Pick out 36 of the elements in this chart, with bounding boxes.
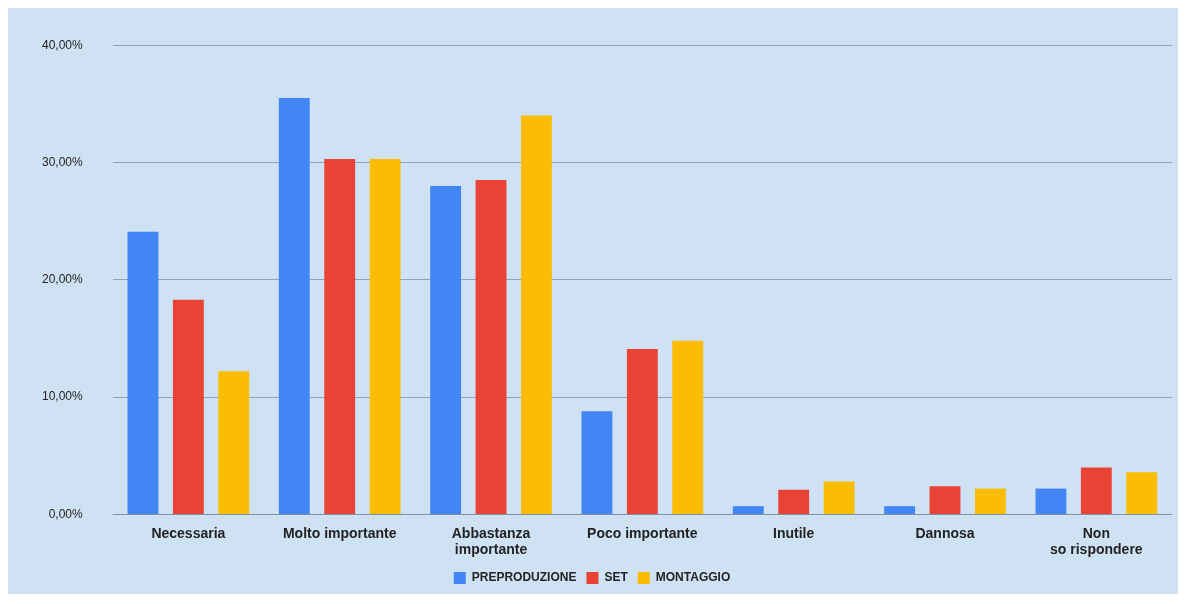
bar xyxy=(672,340,704,514)
x-tick-label: Non so rispondere xyxy=(1050,524,1143,558)
bar xyxy=(581,411,613,514)
x-tick-label: Dannosa xyxy=(915,524,975,541)
bar xyxy=(172,299,204,514)
legend-label: PREPRODUZIONE xyxy=(471,570,577,585)
x-tick-label: Necessaria xyxy=(151,524,226,541)
bar xyxy=(127,231,159,514)
x-tick-label: Molto importante xyxy=(282,524,397,541)
x-tick-label: Inutile xyxy=(773,524,815,541)
bar xyxy=(430,185,462,514)
x-tick-label: Abbastanza importante xyxy=(451,524,531,558)
x-tick-label: Poco importante xyxy=(587,524,698,541)
bar xyxy=(778,489,810,514)
bar xyxy=(974,488,1006,514)
y-tick-label: 30,00% xyxy=(42,154,84,169)
bar xyxy=(475,180,507,514)
bar xyxy=(324,158,356,514)
y-tick-label: 40,00% xyxy=(42,37,84,52)
bar xyxy=(369,158,401,514)
y-tick-label: 20,00% xyxy=(42,272,84,287)
bar xyxy=(218,371,250,514)
legend-label: SET xyxy=(604,570,629,585)
bar xyxy=(1126,472,1158,514)
bar xyxy=(884,506,916,514)
y-tick-label: 0,00% xyxy=(48,506,84,521)
bar xyxy=(278,97,310,514)
bar xyxy=(823,481,855,514)
bar xyxy=(929,486,961,514)
bar xyxy=(732,506,764,514)
y-tick-label: 10,00% xyxy=(42,389,84,404)
legend-label: MONTAGGIO xyxy=(655,570,731,585)
bar xyxy=(626,349,658,514)
bar xyxy=(1035,488,1067,514)
bar xyxy=(520,115,552,514)
bar xyxy=(1080,467,1112,514)
